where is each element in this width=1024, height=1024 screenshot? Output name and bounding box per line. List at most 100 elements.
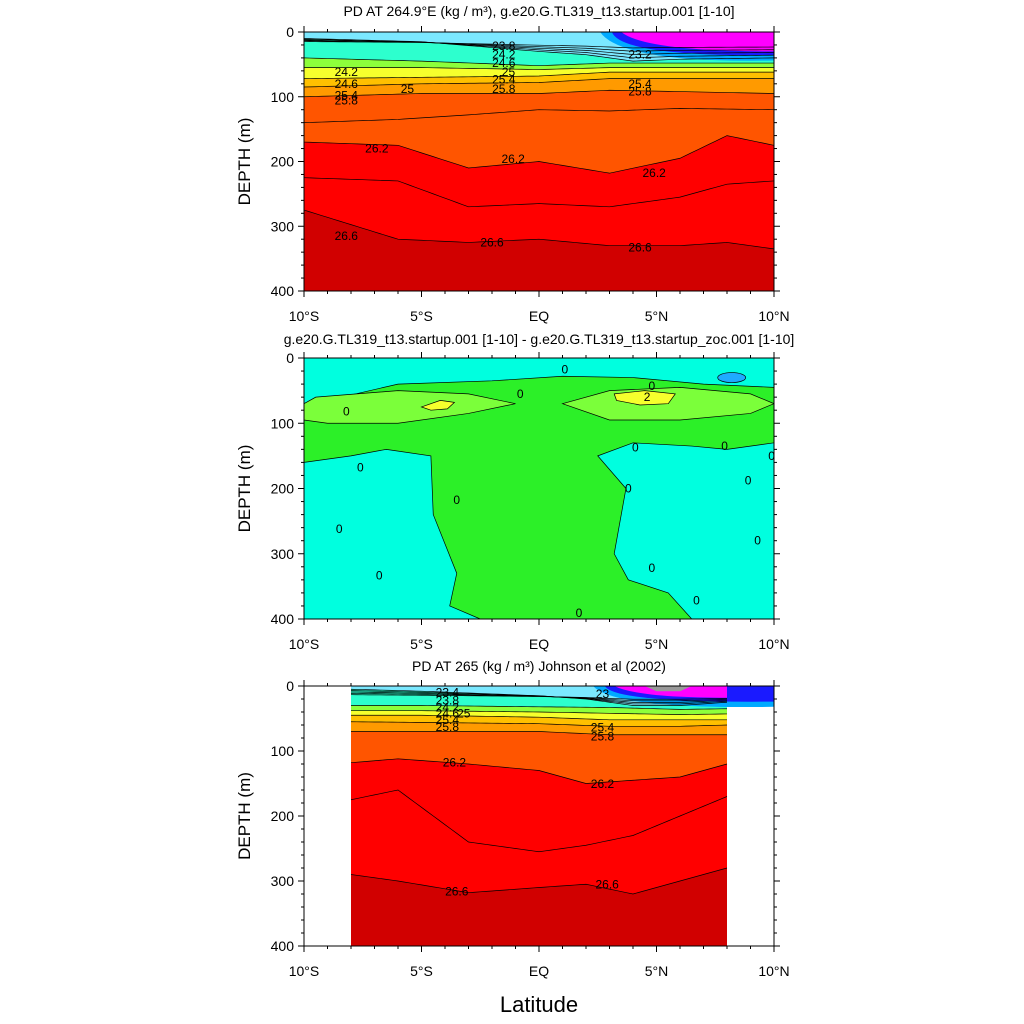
region <box>304 448 481 619</box>
region <box>597 442 774 619</box>
band-27 <box>304 210 774 291</box>
x-tick-label: EQ <box>529 308 549 324</box>
contour-label: 25.4 <box>628 77 652 91</box>
contour-label: 0 <box>721 439 728 453</box>
contour-label: 0 <box>453 493 460 507</box>
contour-label: 25.8 <box>628 85 652 99</box>
contour-label: 23.4 <box>436 686 460 700</box>
contour-line <box>304 38 774 59</box>
y-tick-label: 400 <box>271 938 295 954</box>
y-tick-label: 200 <box>271 481 295 497</box>
contour-label: 23.8 <box>436 693 460 707</box>
panel-title: PD AT 264.9°E (kg / m³), g.e20.G.TL319_t… <box>343 3 734 19</box>
y-axis-label: DEPTH (m) <box>235 118 254 206</box>
contour-label: 0 <box>625 482 632 496</box>
contour-line <box>351 731 727 736</box>
y-tick-label: 0 <box>286 678 294 694</box>
contour-line <box>304 57 774 67</box>
contour-label: 25 <box>401 82 415 96</box>
contour-label: 26.2 <box>501 152 525 166</box>
contour-label: 26.6 <box>335 229 359 243</box>
contour-label: 0 <box>562 363 569 377</box>
x-tick-label: 10°S <box>289 636 320 652</box>
y-tick-label: 200 <box>271 808 295 824</box>
region <box>304 390 516 424</box>
contour-label: 0 <box>336 522 343 536</box>
contour-line <box>350 789 728 853</box>
contour-line <box>304 41 774 49</box>
y-tick-label: 0 <box>286 350 294 366</box>
plot-area: 23.423.824.224.62525.425.82325.425.826.2… <box>350 686 774 946</box>
y-tick-label: 0 <box>286 24 294 40</box>
contour-line <box>304 108 774 123</box>
contour-line <box>350 694 728 700</box>
contour-line <box>350 758 728 784</box>
contour-label: 26.6 <box>628 241 652 255</box>
band-27 <box>351 868 727 946</box>
contour-label: 0 <box>745 474 752 488</box>
contour-label: 24.6 <box>335 77 359 91</box>
y-axis-label: DEPTH (m) <box>235 445 254 533</box>
x-tick-label: EQ <box>529 963 549 979</box>
contour-label: 25.4 <box>591 721 615 735</box>
contour-line <box>350 867 728 895</box>
contour-line <box>304 39 774 55</box>
x-tick-label: 5°N <box>645 963 669 979</box>
figure-xlabel: Latitude <box>500 992 578 1017</box>
contour-label: 26.6 <box>445 884 469 898</box>
contour-line <box>351 714 727 721</box>
x-tick-label: 5°N <box>645 636 669 652</box>
contour-label: 25.4 <box>436 713 460 727</box>
negative-oval <box>717 372 747 383</box>
x-tick-label: 5°S <box>410 636 433 652</box>
x-tick-label: EQ <box>529 636 549 652</box>
x-tick-label: 5°S <box>410 963 433 979</box>
contour-label: 26.2 <box>591 777 615 791</box>
contour-label: 0 <box>693 594 700 608</box>
contour-label: 25.8 <box>591 730 615 744</box>
contour-label: 26.6 <box>595 877 619 891</box>
y-tick-label: 100 <box>271 89 295 105</box>
y-tick-label: 400 <box>271 283 295 299</box>
contour-label: 24.2 <box>436 700 460 714</box>
y-tick-label: 100 <box>271 743 295 759</box>
contour-label: 0 <box>376 568 383 582</box>
contour-label: 26.2 <box>642 166 666 180</box>
contour-line <box>351 705 728 710</box>
contour-label: 0 <box>357 461 364 475</box>
contour-label: 24.6 <box>492 56 516 70</box>
contour-label: 0 <box>648 379 655 393</box>
region <box>613 390 676 406</box>
contour-label: 0 <box>576 606 583 620</box>
contour-label: 0 <box>768 449 775 463</box>
contour-label: 0 <box>343 405 350 419</box>
contour-line <box>350 721 728 727</box>
region <box>420 400 456 411</box>
surface-gray <box>644 686 692 692</box>
contour-label: 23.8 <box>492 39 516 53</box>
panel-obs: 23.423.824.224.62525.425.82325.425.826.2… <box>235 658 790 979</box>
contour-label: 0 <box>632 440 639 454</box>
plot-area: 23.824.224.224.624.6 252525.425.425.825.8… <box>304 32 774 291</box>
y-tick-label: 100 <box>271 415 295 431</box>
x-tick-label: 10°N <box>758 963 789 979</box>
contour-label: 23 <box>596 687 610 701</box>
contour-line <box>304 71 774 79</box>
contour-label: 25 <box>502 65 516 79</box>
x-tick-label: 10°N <box>758 308 789 324</box>
contour-label: 24.2 <box>335 65 359 79</box>
contour-line <box>304 89 774 98</box>
surface-anomaly <box>621 32 774 52</box>
contour-label: 25.8 <box>335 94 359 108</box>
contour-line <box>304 38 774 62</box>
contour-label: 0 <box>754 534 761 548</box>
y-tick-label: 200 <box>271 154 295 170</box>
contour-label: 25.8 <box>492 82 516 96</box>
contour-label: 24.2 <box>492 48 516 62</box>
x-tick-label: 10°S <box>289 963 320 979</box>
y-tick-label: 300 <box>271 873 295 889</box>
contour-label: 0 <box>517 387 524 401</box>
contour-line <box>351 710 728 715</box>
